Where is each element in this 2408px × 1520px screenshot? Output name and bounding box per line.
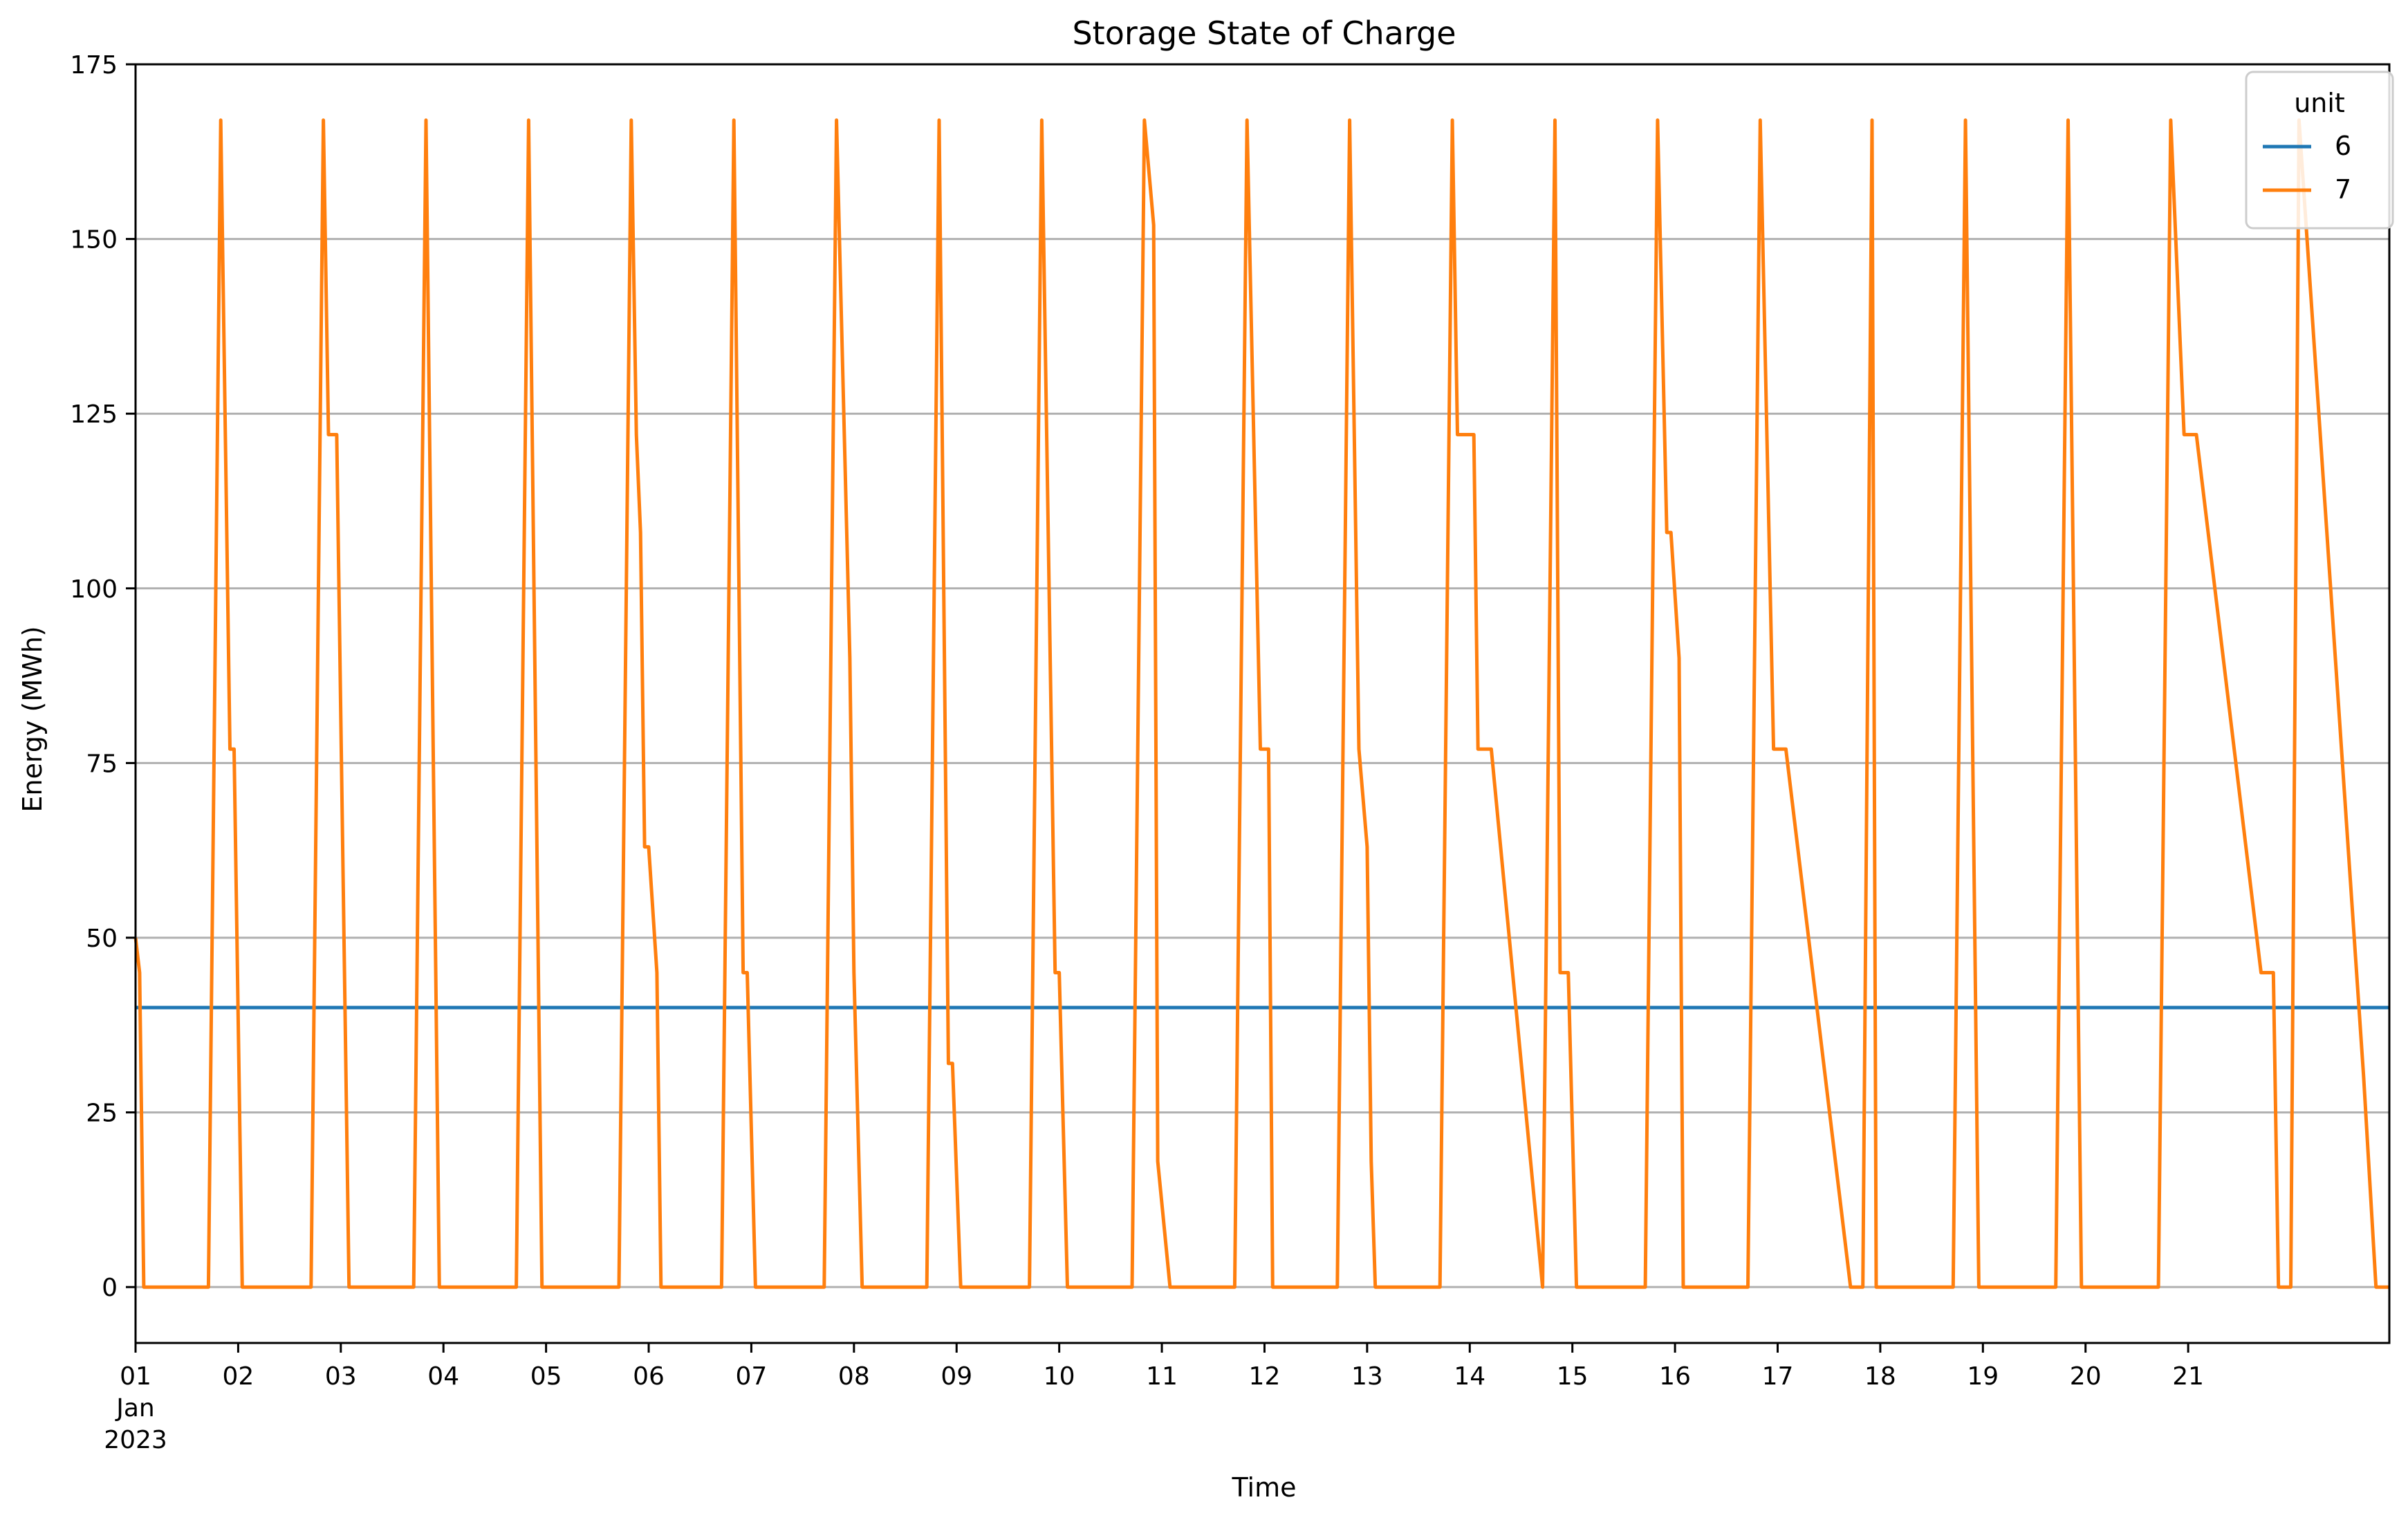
y-tick-label: 75: [86, 750, 118, 778]
legend: unit 6 7: [2245, 71, 2394, 230]
x-tick-label: 07: [736, 1362, 768, 1391]
chart-title: Storage State of Charge: [1072, 15, 1456, 52]
y-tick-label: 175: [70, 51, 118, 80]
x-tick-label: 21: [2172, 1362, 2204, 1391]
y-tick-label: 50: [86, 925, 118, 953]
x-tick-sublabel-month: Jan: [115, 1394, 155, 1422]
plot-area-frame: [134, 63, 2391, 1344]
x-tick-label: 15: [1557, 1362, 1589, 1391]
x-tick-label: 14: [1454, 1362, 1485, 1391]
y-axis-label: Energy (MWh): [17, 626, 48, 812]
x-tick-label: 18: [1864, 1362, 1896, 1391]
x-tick-label: 10: [1044, 1362, 1075, 1391]
x-tick-label: 04: [427, 1362, 459, 1391]
y-axis-ticks: 0 25 50 75 100 125 150 175: [70, 51, 136, 1302]
y-tick-label: 25: [86, 1100, 118, 1128]
x-tick-label: 19: [1967, 1362, 1999, 1391]
series-line-unit-7: [133, 118, 2389, 1289]
x-tick-label: 05: [530, 1362, 562, 1391]
y-tick-label: 0: [102, 1274, 118, 1302]
y-tick-label: 100: [70, 575, 118, 604]
y-tick-label: 150: [70, 226, 118, 254]
x-tick-label: 03: [325, 1362, 357, 1391]
legend-title: unit: [2294, 88, 2345, 118]
x-tick-label: 06: [633, 1362, 665, 1391]
x-tick-label: 08: [838, 1362, 870, 1391]
x-tick-label: 20: [2070, 1362, 2102, 1391]
x-tick-label: 01: [120, 1362, 151, 1391]
x-tick-sublabel-year: 2023: [104, 1426, 167, 1454]
legend-label-unit-6: 6: [2335, 131, 2351, 161]
x-tick-label: 12: [1249, 1362, 1281, 1391]
x-axis-label: Time: [1232, 1472, 1297, 1503]
y-tick-label: 125: [70, 400, 118, 429]
x-tick-label: 09: [941, 1362, 972, 1391]
x-tick-label: 16: [1659, 1362, 1691, 1391]
series-lines: [133, 118, 2389, 1289]
legend-label-unit-7: 7: [2335, 174, 2351, 205]
x-tick-label: 13: [1351, 1362, 1383, 1391]
x-axis-ticks: 01 Jan 2023 02 03 04 05 06 07 08 09 10 11 12 13 14 15 16 1…: [104, 1343, 2204, 1454]
grid-lines: [136, 63, 2389, 1288]
x-tick-label: 11: [1146, 1362, 1178, 1391]
x-tick-label: 17: [1762, 1362, 1794, 1391]
x-tick-label: 02: [222, 1362, 254, 1391]
